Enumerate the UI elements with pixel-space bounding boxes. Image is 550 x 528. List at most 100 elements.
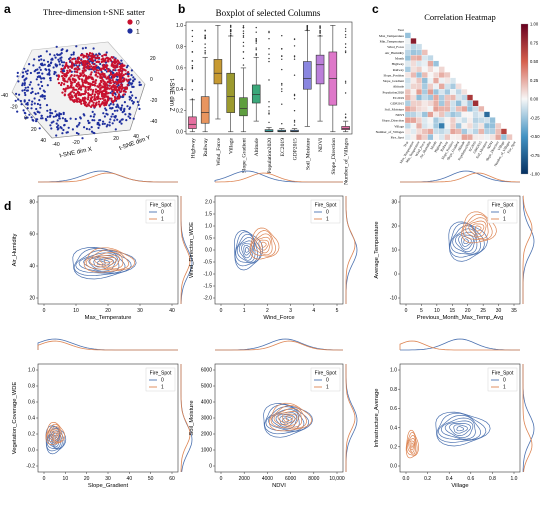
tsne-point-0 xyxy=(102,63,105,67)
tsne-point-0 xyxy=(84,101,88,104)
tsne-point-0 xyxy=(107,80,110,83)
heatmap-cell xyxy=(455,83,462,90)
tsne-point-1 xyxy=(91,110,94,113)
heatmap-cell xyxy=(433,72,440,78)
tsne-point-1 xyxy=(93,113,96,116)
box-outlier xyxy=(204,35,206,37)
tsne-point-0 xyxy=(66,69,69,72)
kde-ylabel: Infrastructure_Average xyxy=(374,389,380,448)
kde-ylabel: Vegetation_Coverage_WDE xyxy=(12,382,18,455)
tsne-point-1 xyxy=(65,50,68,53)
tsne-point-1 xyxy=(23,79,26,82)
tsne-point-1 xyxy=(125,119,128,122)
tsne-point-1 xyxy=(92,115,95,118)
heatmap-cell xyxy=(444,94,451,101)
kde-ytick: 1.5 xyxy=(205,212,212,218)
legend-label-0: 0 xyxy=(326,210,329,216)
box-outlier xyxy=(255,42,257,44)
box-outlier xyxy=(344,80,347,83)
tsne-point-0 xyxy=(83,98,86,101)
tsne-point-1 xyxy=(38,127,41,130)
heatmap-cell xyxy=(450,100,456,107)
tsne-point-0 xyxy=(78,86,82,89)
boxplot-xtick: Number_of_Villages xyxy=(343,138,350,185)
box-outlier xyxy=(268,30,270,33)
contour-line-1 xyxy=(46,423,63,443)
tsne-point-1 xyxy=(24,116,27,119)
tsne-point-1 xyxy=(39,54,42,58)
marginal-top-1 xyxy=(215,172,343,183)
box-outlier xyxy=(281,58,283,60)
tsne-point-0 xyxy=(66,80,69,83)
kde-xtick: 10 xyxy=(73,308,79,314)
tsne-point-1 xyxy=(63,124,66,127)
tsne-point-0 xyxy=(107,60,110,63)
tsne-point-1 xyxy=(109,91,112,94)
colorbar-ticks: 1.00 0.75 0.50 0.25 0.00 -0.25 -0.50 -0.75 -1.00 xyxy=(530,22,540,177)
heatmap-cell xyxy=(444,77,451,84)
tsne-point-0 xyxy=(119,76,123,79)
heatmap-cell xyxy=(450,83,456,90)
heatmap-cell xyxy=(427,122,434,129)
heatmap-row-label: Soil_Moisture xyxy=(385,107,405,111)
tsne-point-0 xyxy=(92,101,95,104)
legend-dot-0 xyxy=(127,19,133,25)
heatmap-cell xyxy=(427,77,434,84)
heatmap-cell xyxy=(455,94,462,101)
tsne-point-1 xyxy=(28,83,31,86)
contour-line-1 xyxy=(45,421,66,445)
box-outlier xyxy=(268,60,270,63)
tsne-point-1 xyxy=(39,106,42,109)
tsne-point-1 xyxy=(61,132,64,135)
boxplot-xtick: Slope_Gradient xyxy=(241,138,247,174)
contour-line-1 xyxy=(475,225,482,232)
heatmap-cell xyxy=(455,117,462,124)
box-outlier xyxy=(281,48,283,50)
tsne-point-0 xyxy=(123,64,126,67)
box-ndvi xyxy=(315,25,325,122)
tsne-point-1 xyxy=(49,76,52,80)
heatmap-cell xyxy=(484,134,490,141)
tsne-point-1 xyxy=(117,84,120,87)
kde-xtick: 0 xyxy=(405,308,408,314)
tsne-point-1 xyxy=(39,87,42,90)
tsne-point-1 xyxy=(88,128,91,131)
box-outlier xyxy=(242,36,245,38)
marginal-right-1 xyxy=(345,196,356,304)
tsne-xtick: 0 xyxy=(24,116,27,122)
tsne-point-1 xyxy=(24,112,27,115)
box-outlier xyxy=(242,41,245,44)
heatmap-cell xyxy=(404,128,411,135)
box-outlier xyxy=(255,47,257,49)
tsne-point-0 xyxy=(101,94,104,97)
heatmap-cell xyxy=(444,89,451,95)
tsne-point-0 xyxy=(92,55,95,59)
contour-line-0 xyxy=(463,238,469,245)
tsne-point-1 xyxy=(58,112,61,115)
tsne-point-1 xyxy=(38,71,41,74)
heatmap-cell xyxy=(438,111,445,118)
contour-line-1 xyxy=(407,435,416,455)
heatmap-cell xyxy=(416,66,423,73)
kde-plot-4: 0 10 20 30 40 50 60-0.20.00.20.40.60.81.0Slope… xyxy=(12,338,193,489)
heatmap-cell xyxy=(433,94,440,101)
contour-line-1 xyxy=(465,217,489,239)
box-outlier xyxy=(281,88,283,90)
tsne-point-0 xyxy=(94,98,97,101)
tsne-point-0 xyxy=(87,66,90,69)
heatmap-cell xyxy=(404,105,411,112)
kde-xtick: 0 xyxy=(43,476,46,482)
heatmap-cell xyxy=(404,117,411,124)
box-outlier xyxy=(344,82,347,84)
box-outlier xyxy=(229,32,232,35)
heatmap-cell xyxy=(433,100,440,107)
contour-line-0 xyxy=(437,414,481,441)
heatmap-cell xyxy=(410,122,417,129)
box-outlier xyxy=(242,35,245,37)
tsne-point-0 xyxy=(115,72,119,75)
tsne-point-0 xyxy=(104,85,107,88)
legend-label-1: 1 xyxy=(326,217,329,223)
tsne-ytick: 0 xyxy=(95,138,98,144)
tsne-point-1 xyxy=(16,110,19,113)
